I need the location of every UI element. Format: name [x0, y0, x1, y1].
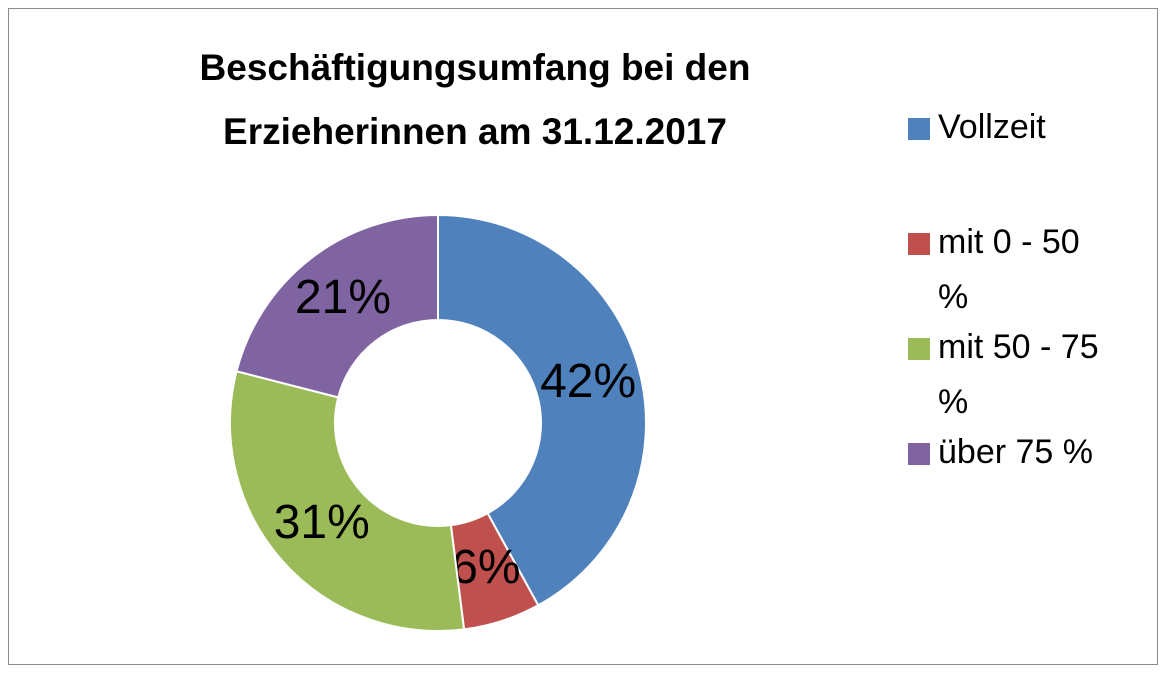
legend-swatch: [908, 443, 930, 465]
legend-item: mit 50 - 75 %: [908, 320, 1118, 430]
data-label: 42%: [540, 355, 636, 408]
legend-swatch: [908, 338, 930, 360]
legend-swatch: [908, 118, 930, 140]
data-label: 21%: [295, 271, 391, 324]
legend-item: über 75 %: [908, 425, 1118, 480]
legend-label: Vollzeit: [938, 108, 1046, 146]
legend-item: mit 0 - 50 %: [908, 215, 1118, 325]
donut-slice: [229, 370, 466, 632]
data-label: 31%: [274, 496, 370, 549]
legend-label: mit 50 - 75 %: [938, 328, 1099, 421]
legend-label: über 75 %: [938, 433, 1093, 471]
donut-slice: [437, 213, 647, 607]
legend-item: Vollzeit: [908, 100, 1118, 155]
donut-slice: [235, 213, 439, 399]
legend-swatch: [908, 233, 930, 255]
data-label: 6%: [451, 541, 520, 594]
legend-label: mit 0 - 50 %: [938, 223, 1080, 316]
chart-title: Beschäftigungsumfang bei den Erzieherinn…: [199, 47, 751, 152]
